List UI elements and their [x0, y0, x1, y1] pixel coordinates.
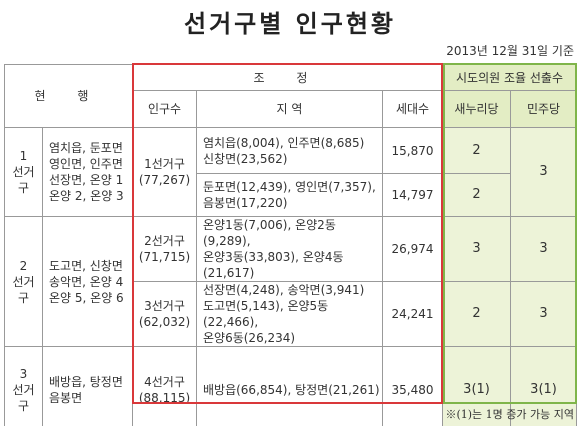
date-note: 2013년 12월 31일 기준 — [446, 44, 574, 58]
minjoo: 3 — [510, 216, 578, 282]
region: 둔포면(12,439), 영인면(7,357), 음봉면(17,220) — [196, 173, 383, 217]
header-council: 시도의원 조율 선출수 — [442, 64, 578, 91]
region: 온양1동(7,006), 온양2동(9,289), 온양3동(33,803), … — [196, 216, 383, 282]
households: 15,870 — [381, 127, 444, 174]
saenuri: 3(1) — [442, 346, 512, 426]
district: 4선거구 (88,115) — [132, 346, 197, 426]
current-name: 1 선거구 — [4, 127, 43, 217]
header-current: 현 행 — [4, 64, 133, 128]
footnote: ※(1)는 1명 증가 가능 지역 — [445, 408, 574, 421]
households: 35,480 — [381, 346, 444, 426]
header-households: 세대수 — [381, 90, 444, 128]
current-name: 3 선거구 — [4, 346, 43, 426]
district: 2선거구 (71,715) — [132, 216, 197, 282]
saenuri: 2 — [442, 281, 512, 347]
current-areas: 배방읍, 탕정면 음봉면 — [42, 346, 133, 426]
minjoo: 3 — [510, 281, 578, 347]
header-adjusted: 조 정 — [131, 64, 444, 91]
minjoo: 3 — [510, 127, 578, 217]
region: 염치읍(8,004), 인주면(8,685) 신창면(23,562) — [196, 127, 383, 174]
saenuri: 2 — [442, 127, 512, 174]
title: 선거구별 인구현황 — [184, 10, 396, 38]
header-population: 인구수 — [132, 90, 197, 128]
region: 배방읍(66,854), 탕정면(21,261) — [196, 346, 383, 426]
saenuri: 3 — [442, 216, 512, 282]
current-areas: 염치읍, 둔포면 영인면, 인주면 선장면, 온양 1 온양 2, 온양 3 — [42, 127, 133, 217]
header-region: 지 역 — [196, 90, 383, 128]
header-saenuri: 새누리당 — [442, 90, 512, 128]
header-minjoo: 민주당 — [510, 90, 578, 128]
district: 1선거구 (77,267) — [132, 127, 197, 217]
households: 14,797 — [381, 173, 444, 217]
current-name: 2 선거구 — [4, 216, 43, 347]
region: 선장면(4,248), 송악면(3,941) 도고면(5,143), 온양5동(… — [196, 281, 383, 347]
households: 24,241 — [381, 281, 444, 347]
district: 3선거구 (62,032) — [132, 281, 197, 347]
households: 26,974 — [381, 216, 444, 282]
population-table: 현 행 조 정 시도의원 조율 선출수 인구수 지 역 세대수 새누리당 민주당… — [4, 64, 578, 426]
minjoo: 3(1) — [510, 346, 578, 426]
current-areas: 도고면, 신창면 송악면, 온양 4 온양 5, 온양 6 — [42, 216, 133, 347]
saenuri: 2 — [442, 173, 512, 217]
